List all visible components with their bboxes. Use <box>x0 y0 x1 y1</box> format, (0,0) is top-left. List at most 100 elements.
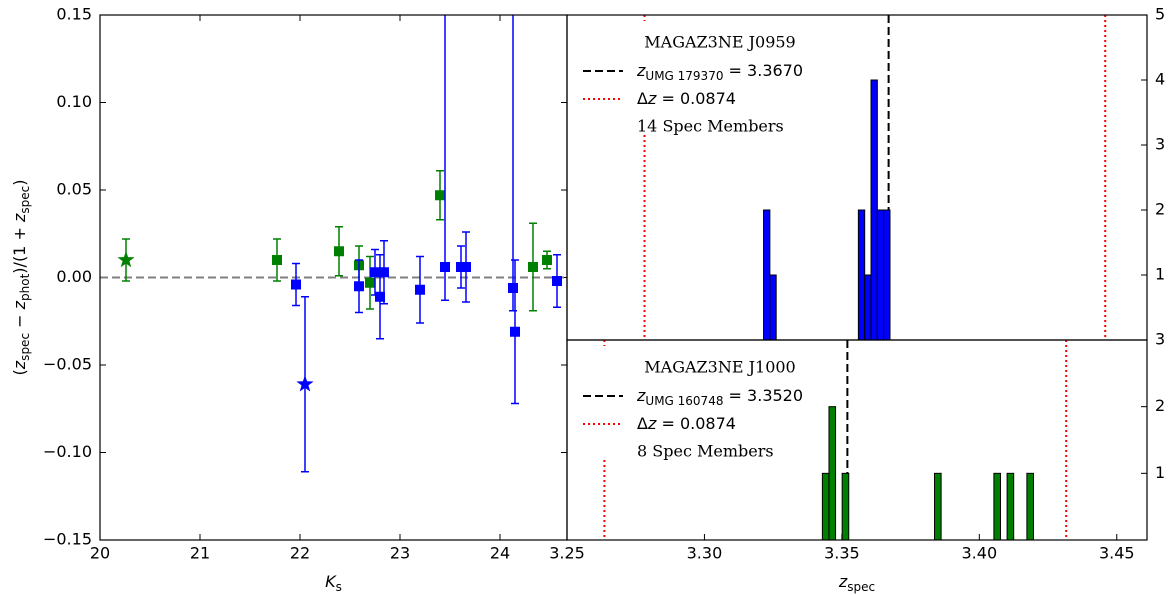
histogram-bar <box>864 274 872 341</box>
plot-area <box>100 15 567 473</box>
text-part: )/(1 + <box>10 222 29 274</box>
histogram-bar <box>1026 472 1034 541</box>
square-marker <box>334 246 344 257</box>
text-part: UMG 179370 <box>645 69 723 83</box>
square-marker <box>435 190 445 201</box>
square-marker <box>291 279 301 290</box>
histogram-bar <box>870 79 878 341</box>
x-tick-label: 21 <box>190 544 210 563</box>
y-tick-label: 3 <box>1155 135 1165 154</box>
legend-label: Δz = 0.0874 <box>637 414 736 433</box>
text-part: UMG 160748 <box>645 394 723 408</box>
histogram-bar <box>993 472 1001 541</box>
text-part: = 3.3520 <box>723 386 803 405</box>
x-tick-label: 3.25 <box>549 544 585 563</box>
text-part: spec <box>18 186 32 214</box>
x-tick-label: 24 <box>490 544 510 563</box>
legend-title: MAGAZ3NE J1000 <box>644 358 795 377</box>
square-marker <box>508 283 518 293</box>
legend-label: zUMG 179370 = 3.3670 <box>636 61 803 83</box>
square-marker <box>272 255 282 265</box>
text-part: s <box>336 580 342 594</box>
text-part: Δ <box>637 89 648 108</box>
square-marker <box>528 262 538 272</box>
text-part: spec <box>18 333 32 361</box>
text-part: z <box>647 414 657 433</box>
x-tick-label: 3.30 <box>687 544 723 563</box>
x-axis-label: zspec <box>838 572 875 594</box>
x-tick-label: 22 <box>290 544 310 563</box>
histogram-bar <box>1006 472 1015 541</box>
histogram-bar <box>828 406 837 541</box>
x-axis-label: Ks <box>325 572 342 594</box>
histogram-bar <box>876 209 885 341</box>
x-tick-label: 3.35 <box>824 544 860 563</box>
square-marker <box>440 262 450 272</box>
x-tick-label: 20 <box>90 544 110 563</box>
square-marker <box>510 326 520 337</box>
text-part: ( <box>10 369 29 375</box>
histogram-bar <box>883 209 891 341</box>
text-part: spec <box>847 580 875 594</box>
y-tick-label: 0.00 <box>56 267 92 286</box>
legend-note: 14 Spec Members <box>637 117 784 136</box>
square-marker <box>461 262 471 272</box>
x-tick-label: 3.40 <box>962 544 998 563</box>
square-marker <box>552 276 562 286</box>
text-part: = 0.0874 <box>656 89 736 108</box>
text-part: z <box>10 300 29 310</box>
text-part: z <box>636 386 646 405</box>
square-marker <box>542 255 552 265</box>
square-marker <box>379 267 389 278</box>
y-tick-label: 2 <box>1155 200 1165 219</box>
square-marker <box>375 291 385 302</box>
text-part: = 0.0874 <box>656 414 736 433</box>
text-part: z <box>10 213 29 223</box>
y-tick-label: 0.10 <box>56 92 92 111</box>
legend-title: MAGAZ3NE J0959 <box>644 33 795 52</box>
y-tick-label: 3 <box>1155 330 1165 349</box>
histogram-bar <box>763 209 771 341</box>
legend-note: 8 Spec Members <box>637 442 774 461</box>
histogram-bar <box>841 472 850 541</box>
y-axis-label: (zspec − zphot)/(1 + zspec) <box>10 180 32 376</box>
histogram-bar <box>821 472 830 541</box>
text-part: ) <box>10 180 29 186</box>
text-part: z <box>636 61 646 80</box>
y-tick-label: −0.15 <box>43 530 92 549</box>
legend-box <box>575 21 830 133</box>
square-marker <box>370 267 380 278</box>
y-tick-label: 1 <box>1155 265 1165 284</box>
square-marker <box>354 281 364 292</box>
square-marker <box>415 284 425 295</box>
histogram-bar <box>934 472 942 541</box>
y-tick-label: 4 <box>1155 70 1165 89</box>
histogram-bar <box>769 274 777 341</box>
text-part: z <box>10 360 29 370</box>
star-marker <box>117 251 135 268</box>
y-tick-label: 2 <box>1155 396 1165 415</box>
text-part: z <box>838 572 848 591</box>
x-tick-label: 3.45 <box>1099 544 1135 563</box>
text-part: = 3.3670 <box>723 61 803 80</box>
plot-frame <box>566 339 1148 541</box>
star-marker <box>296 375 314 392</box>
y-tick-label: −0.05 <box>43 355 92 374</box>
y-tick-label: 0.15 <box>56 5 92 24</box>
x-tick-label: 23 <box>390 544 410 563</box>
legend-box <box>575 346 830 458</box>
text-part: z <box>647 89 657 108</box>
histogram-bar <box>857 209 866 341</box>
legend-label: Δz = 0.0874 <box>637 89 736 108</box>
square-marker <box>365 277 375 288</box>
y-tick-label: 5 <box>1155 5 1165 24</box>
y-tick-label: −0.10 <box>43 442 92 461</box>
y-tick-label: 0.05 <box>56 180 92 199</box>
text-part: − <box>10 309 29 333</box>
y-tick-label: 1 <box>1155 463 1165 482</box>
text-part: Δ <box>637 414 648 433</box>
text-part: K <box>325 572 337 591</box>
text-part: phot <box>18 273 32 301</box>
